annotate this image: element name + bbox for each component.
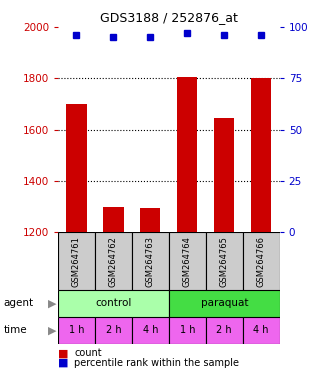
- Text: GSM264763: GSM264763: [146, 236, 155, 286]
- Text: GSM264761: GSM264761: [72, 236, 81, 286]
- Bar: [243, 317, 280, 344]
- Text: GSM264764: GSM264764: [183, 236, 192, 286]
- Text: GSM264762: GSM264762: [109, 236, 118, 286]
- Text: 4 h: 4 h: [143, 325, 158, 335]
- Text: agent: agent: [3, 298, 33, 308]
- Text: ■: ■: [58, 348, 69, 358]
- Bar: [206, 317, 243, 344]
- Text: paraquat: paraquat: [201, 298, 248, 308]
- Bar: [95, 317, 132, 344]
- Bar: [169, 317, 206, 344]
- Bar: [58, 290, 169, 317]
- Text: 2 h: 2 h: [106, 325, 121, 335]
- Text: 1 h: 1 h: [69, 325, 84, 335]
- Text: GSM264766: GSM264766: [257, 236, 266, 286]
- Bar: [251, 78, 271, 384]
- Text: percentile rank within the sample: percentile rank within the sample: [74, 358, 239, 368]
- Text: 2 h: 2 h: [216, 325, 232, 335]
- Bar: [243, 232, 280, 290]
- Text: ■: ■: [58, 358, 69, 368]
- Text: GSM264765: GSM264765: [220, 236, 229, 286]
- Text: count: count: [74, 348, 102, 358]
- Bar: [177, 77, 198, 384]
- Bar: [169, 232, 206, 290]
- Text: ▶: ▶: [48, 325, 57, 335]
- Bar: [206, 232, 243, 290]
- Text: control: control: [95, 298, 131, 308]
- Text: ▶: ▶: [48, 298, 57, 308]
- Bar: [66, 104, 87, 384]
- Bar: [132, 317, 169, 344]
- Bar: [132, 232, 169, 290]
- Bar: [169, 290, 280, 317]
- Bar: [140, 208, 161, 384]
- Text: time: time: [3, 325, 27, 335]
- Text: 1 h: 1 h: [179, 325, 195, 335]
- Title: GDS3188 / 252876_at: GDS3188 / 252876_at: [100, 11, 238, 24]
- Bar: [58, 317, 95, 344]
- Bar: [214, 118, 234, 384]
- Bar: [103, 207, 123, 384]
- Bar: [58, 232, 95, 290]
- Bar: [95, 232, 132, 290]
- Text: 4 h: 4 h: [254, 325, 269, 335]
